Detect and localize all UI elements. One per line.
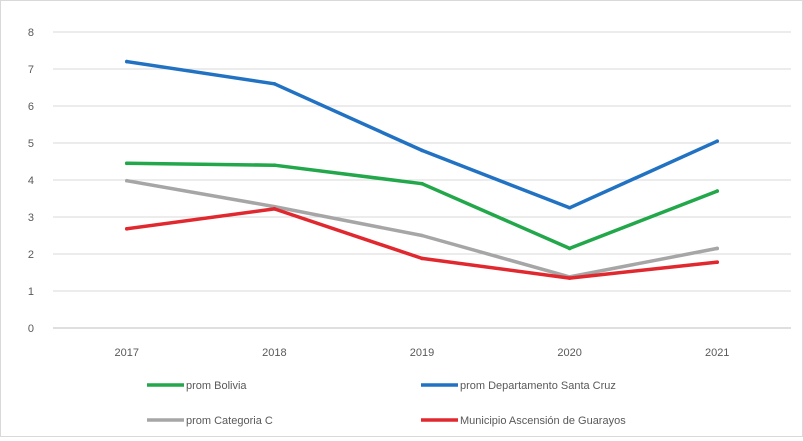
data-point [125,161,129,166]
y-tick-label: 2 [28,249,34,261]
data-point [715,260,719,264]
data-point [567,205,572,210]
x-tick-label: 2017 [115,347,139,359]
series-lines [125,59,719,280]
gridlines [53,31,791,329]
data-point [125,227,129,231]
legend-label: prom Departamento Santa Cruz [460,380,616,392]
x-tick-label: 2020 [557,347,581,359]
data-point [567,276,572,280]
series-line-2 [125,59,719,210]
x-tick-label: 2019 [410,347,434,359]
data-point [272,82,277,86]
data-point [715,139,719,143]
y-tick-label: 0 [28,323,34,335]
data-point [420,256,424,261]
y-tick-label: 6 [28,101,34,113]
y-tick-label: 4 [28,175,34,187]
y-tick-label: 5 [28,138,34,150]
legend-label: Municipio Ascensión de Guarayos [460,415,626,427]
y-tick-label: 8 [28,27,34,39]
data-point [420,181,424,186]
x-axis-ticks: 2017 2018 2019 2020 2021 [115,347,730,359]
data-point [567,246,572,251]
data-point [125,178,129,183]
legend: prom Bolivia prom Departamento Santa Cruz… [147,380,626,427]
series-line-4 [125,207,719,280]
y-tick-label: 1 [28,286,34,298]
x-tick-label: 2018 [262,347,286,359]
legend-label: prom Categoria C [186,415,273,427]
data-point [272,207,277,211]
x-tick-label: 2021 [705,347,729,359]
data-point [272,163,277,167]
data-point [420,148,424,153]
data-point [715,246,719,251]
data-point [715,189,719,193]
y-axis-ticks: 0 1 2 3 4 5 6 7 8 [28,27,34,335]
legend-label: prom Bolivia [186,380,247,392]
data-point [420,233,424,238]
data-point [125,59,129,64]
y-tick-label: 7 [28,64,34,76]
y-tick-label: 3 [28,212,34,224]
series-line-3 [125,178,719,279]
